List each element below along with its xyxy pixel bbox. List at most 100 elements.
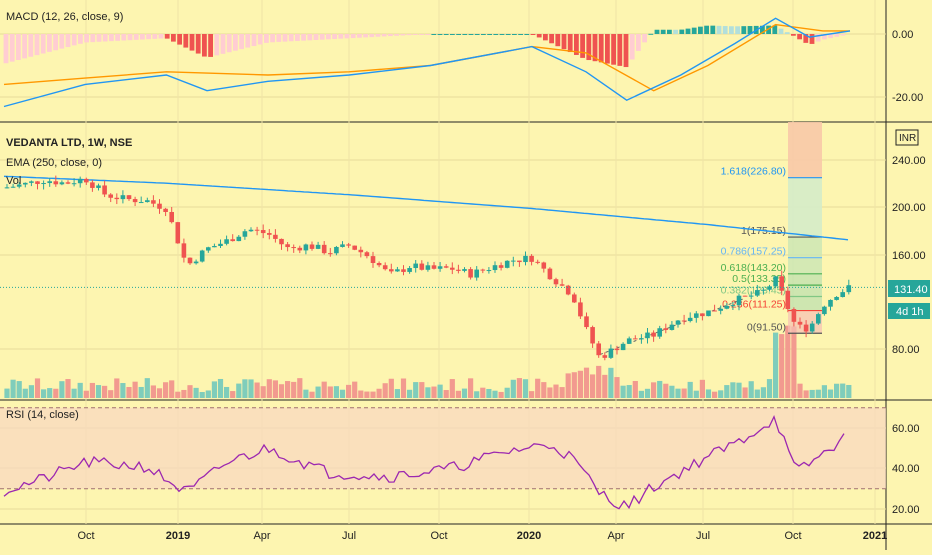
macd-title[interactable]: MACD (12, 26, close, 9) <box>6 11 123 23</box>
candle-body <box>590 327 595 344</box>
macd-histogram-bar <box>102 34 108 42</box>
candle-body <box>145 200 150 203</box>
candle-body <box>730 305 736 307</box>
macd-histogram-bar <box>425 34 430 35</box>
macd-pane[interactable] <box>3 17 851 108</box>
volume-bar <box>766 379 773 398</box>
volume-bar <box>663 383 669 398</box>
volume-bar <box>632 380 638 398</box>
volume-bar <box>144 378 150 398</box>
candle-body <box>254 229 260 231</box>
candle-body <box>504 260 510 268</box>
volume-bar <box>150 385 156 398</box>
macd-histogram-bar <box>307 34 313 41</box>
candle-body <box>681 320 687 322</box>
volume-bar <box>181 389 187 398</box>
macd-histogram-bar <box>338 34 344 39</box>
candle-body <box>340 244 345 247</box>
symbol-title[interactable]: VEDANTA LTD, 1W, NSE <box>6 137 132 149</box>
rsi-pane[interactable] <box>0 407 886 510</box>
macd-histogram-bar <box>71 34 77 46</box>
time-tick-2020: 2020 <box>517 530 541 542</box>
volume-bar <box>346 384 352 398</box>
candle-body <box>120 195 126 200</box>
ema-series[interactable] <box>3 175 849 241</box>
macd-histogram-bar <box>431 34 437 35</box>
volume-bar <box>821 385 827 398</box>
candle-body <box>511 260 516 262</box>
candle-body <box>718 308 723 311</box>
candle-body <box>35 181 40 184</box>
candle-body <box>840 292 845 297</box>
volume-bar <box>742 387 748 398</box>
volume-bar <box>248 379 254 398</box>
fib-band-1 <box>788 237 822 274</box>
candle-body <box>419 263 425 270</box>
volume-bar <box>791 326 797 398</box>
macd-histogram-bar <box>722 26 728 34</box>
volume-bar <box>669 385 675 398</box>
macd-histogram-bar <box>642 34 647 43</box>
macd-histogram-bar <box>499 34 505 35</box>
candle-body <box>675 320 681 325</box>
candle-body <box>47 181 52 184</box>
volume-bar <box>474 391 480 398</box>
macd-histogram-bar <box>394 34 399 36</box>
volume-bar <box>364 391 370 398</box>
macd-histogram-bar <box>512 34 517 35</box>
candle-body <box>267 233 272 235</box>
volume-bar <box>760 387 766 398</box>
volume-bar <box>278 384 285 398</box>
volume-bar <box>102 385 108 398</box>
candle-body <box>382 265 388 270</box>
macd-histogram-bar <box>834 34 840 37</box>
ema-legend[interactable]: EMA (250, close, 0) <box>6 157 102 169</box>
currency-badge[interactable] <box>895 129 919 146</box>
last-price-badge <box>888 280 930 297</box>
macd-histogram-bar <box>505 34 511 35</box>
price-tick-200: 200.00 <box>892 202 926 214</box>
candle-body <box>456 269 461 271</box>
macd-histogram-bar <box>493 34 499 35</box>
candle-body <box>230 239 235 242</box>
macd-histogram-bar <box>276 34 282 42</box>
candle-body <box>541 262 547 269</box>
macd-histogram-bar <box>53 34 58 51</box>
candle-body <box>565 285 571 295</box>
rsi-title[interactable]: RSI (14, close) <box>6 409 79 421</box>
candle-body <box>797 321 803 325</box>
volume-bar <box>803 390 809 398</box>
time-axis[interactable]: Oct 2019 Apr Jul Oct 2020 Apr Jul Oct 20… <box>77 530 887 542</box>
macd-histogram-bar <box>375 34 381 37</box>
candle-body <box>803 324 809 332</box>
macd-histogram-bar <box>208 34 213 57</box>
volume-bar <box>169 380 175 398</box>
candlesticks[interactable] <box>0 175 886 361</box>
candle-body <box>669 324 675 330</box>
macd-histogram-bar <box>636 34 641 51</box>
candle-body <box>413 263 418 269</box>
volume-bar <box>260 386 266 398</box>
candle-body <box>169 211 174 223</box>
candle-body <box>559 284 565 286</box>
candle-body <box>199 250 205 262</box>
volume-bar <box>47 388 53 398</box>
macd-histogram-bar <box>840 34 846 36</box>
candle-body <box>663 328 669 330</box>
macd-histogram-bar <box>78 34 83 44</box>
candle-body <box>596 343 601 356</box>
candle-body <box>71 183 77 185</box>
macd-histogram-bar <box>363 34 368 38</box>
macd-histogram-bar <box>158 34 164 39</box>
candle-body <box>395 269 400 272</box>
volume-bar <box>114 378 120 398</box>
macd-histogram-bar <box>629 34 635 60</box>
macd-histogram-bar <box>202 34 207 57</box>
macd-histogram-bar <box>84 34 89 43</box>
volume-bar <box>407 389 413 398</box>
candle-body <box>657 328 662 337</box>
volume-legend[interactable]: Vol <box>6 175 21 187</box>
macd-histogram-bar <box>822 34 827 40</box>
